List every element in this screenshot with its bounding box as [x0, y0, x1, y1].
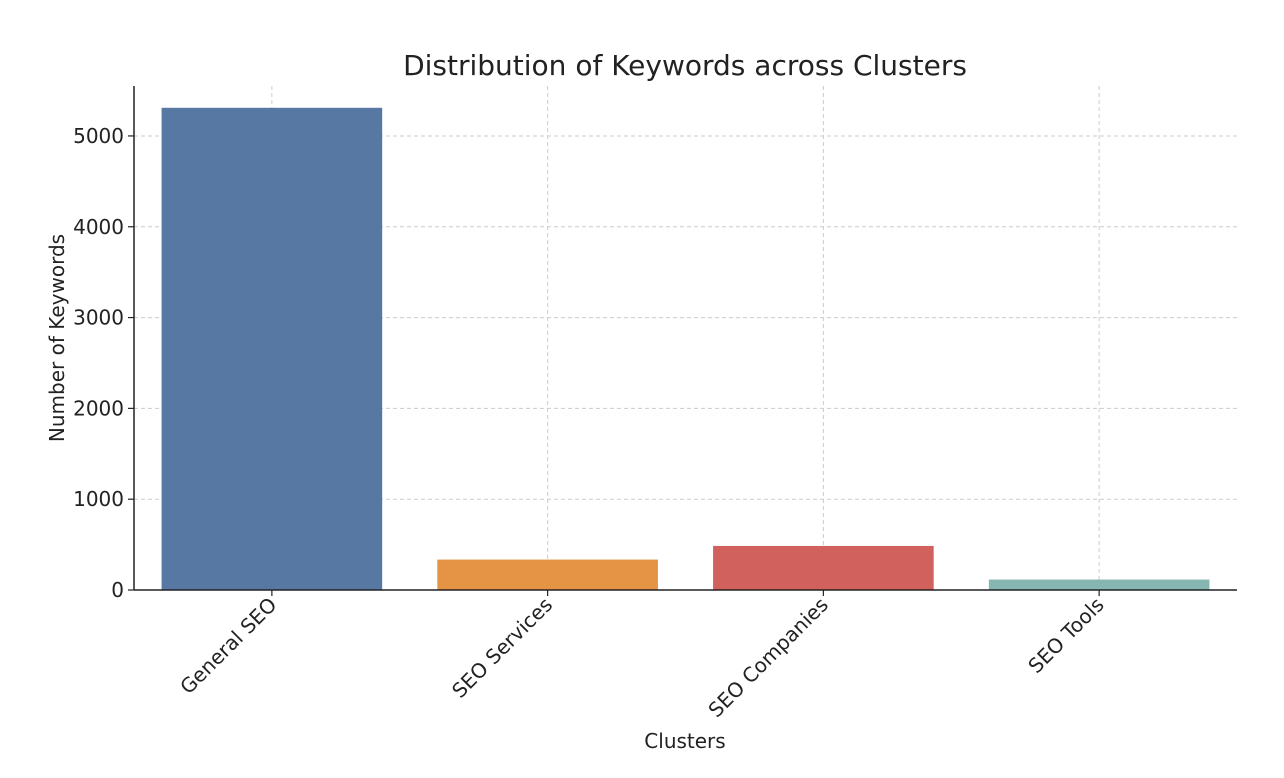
- chart-title: Distribution of Keywords across Clusters: [403, 49, 967, 82]
- y-axis-label: Number of Keywords: [45, 234, 69, 442]
- y-tick-label: 5000: [73, 124, 124, 148]
- y-tick-label: 0: [111, 578, 124, 602]
- x-tick-label: SEO Services: [447, 593, 557, 703]
- y-tick-label: 3000: [73, 306, 124, 330]
- bars: [161, 107, 1210, 591]
- x-tick-label: General SEO: [175, 593, 281, 699]
- x-axis-label: Clusters: [644, 729, 725, 753]
- bar: [988, 579, 1210, 590]
- y-tick-label: 2000: [73, 396, 124, 420]
- bar: [713, 545, 934, 590]
- y-tick-label: 1000: [73, 487, 124, 511]
- bar: [161, 107, 383, 591]
- bar: [437, 559, 658, 590]
- x-tick-label: SEO Tools: [1023, 593, 1108, 678]
- y-tick-label: 4000: [73, 215, 124, 239]
- x-tick-label: SEO Companies: [703, 593, 832, 722]
- axes: [128, 86, 1237, 596]
